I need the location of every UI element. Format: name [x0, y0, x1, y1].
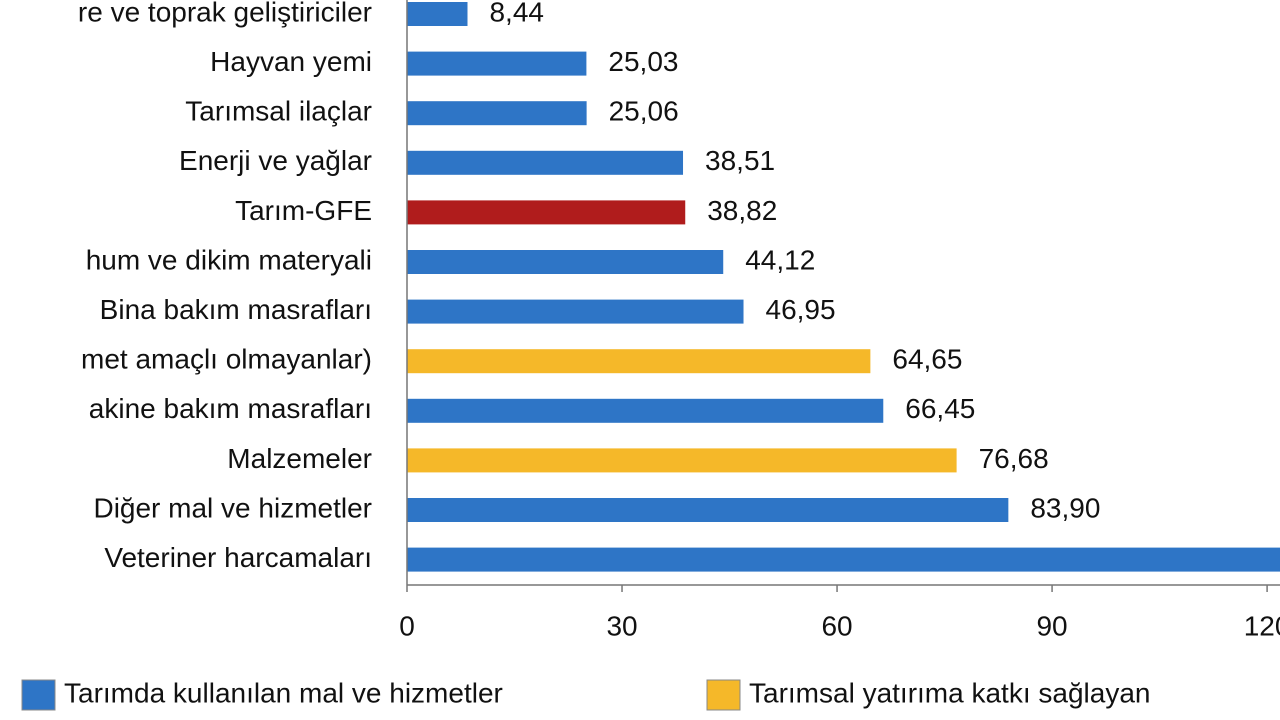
bar	[407, 200, 686, 225]
x-tick-label: 90	[1036, 610, 1067, 641]
value-label: 76,68	[979, 443, 1049, 474]
bar	[407, 398, 884, 423]
category-label: Veteriner harcamaları	[104, 542, 372, 573]
value-label: 44,12	[745, 244, 815, 275]
legend-label: Tarımda kullanılan mal ve hizmetler	[64, 677, 503, 708]
value-label: 25,06	[609, 96, 679, 127]
category-label: Hayvan yemi	[210, 46, 372, 77]
value-label: 64,65	[892, 344, 962, 375]
bar	[407, 498, 1009, 522]
bar	[407, 547, 1280, 572]
x-tick-label: 0	[399, 610, 415, 641]
category-label: re ve toprak geliştiriciler	[78, 0, 372, 27]
category-label: hum ve dikim materyali	[86, 244, 372, 275]
value-label: 38,51	[705, 145, 775, 176]
category-label: Diğer mal ve hizmetler	[93, 492, 372, 523]
value-label: 25,03	[608, 46, 678, 77]
category-label: met amaçlı olmayanlar)	[81, 344, 372, 375]
bar	[407, 448, 957, 473]
category-label: akine bakım masrafları	[89, 393, 372, 424]
legend-label: Tarımsal yatırıma katkı sağlayan	[749, 677, 1150, 708]
x-tick-label: 30	[606, 610, 637, 641]
x-tick-label: 60	[821, 610, 852, 641]
value-label: 83,90	[1030, 492, 1100, 523]
category-label: Bina bakım masrafları	[100, 294, 372, 325]
value-label: 8,44	[489, 0, 544, 27]
legend-swatch	[706, 679, 741, 711]
legend-swatch	[21, 679, 56, 711]
bar	[407, 2, 468, 26]
bar	[407, 150, 684, 175]
bar	[407, 349, 871, 374]
bar	[407, 101, 587, 126]
value-label: 46,95	[766, 294, 836, 325]
bar	[407, 250, 724, 274]
value-label: 66,45	[905, 393, 975, 424]
bar	[407, 299, 744, 324]
category-label: Enerji ve yağlar	[179, 145, 372, 176]
bar	[407, 51, 587, 76]
x-tick-label: 120	[1244, 610, 1280, 641]
value-label: 38,82	[707, 195, 777, 226]
category-label: Tarım-GFE	[235, 195, 372, 226]
category-label: Malzemeler	[227, 443, 372, 474]
category-label: Tarımsal ilaçlar	[185, 96, 372, 127]
